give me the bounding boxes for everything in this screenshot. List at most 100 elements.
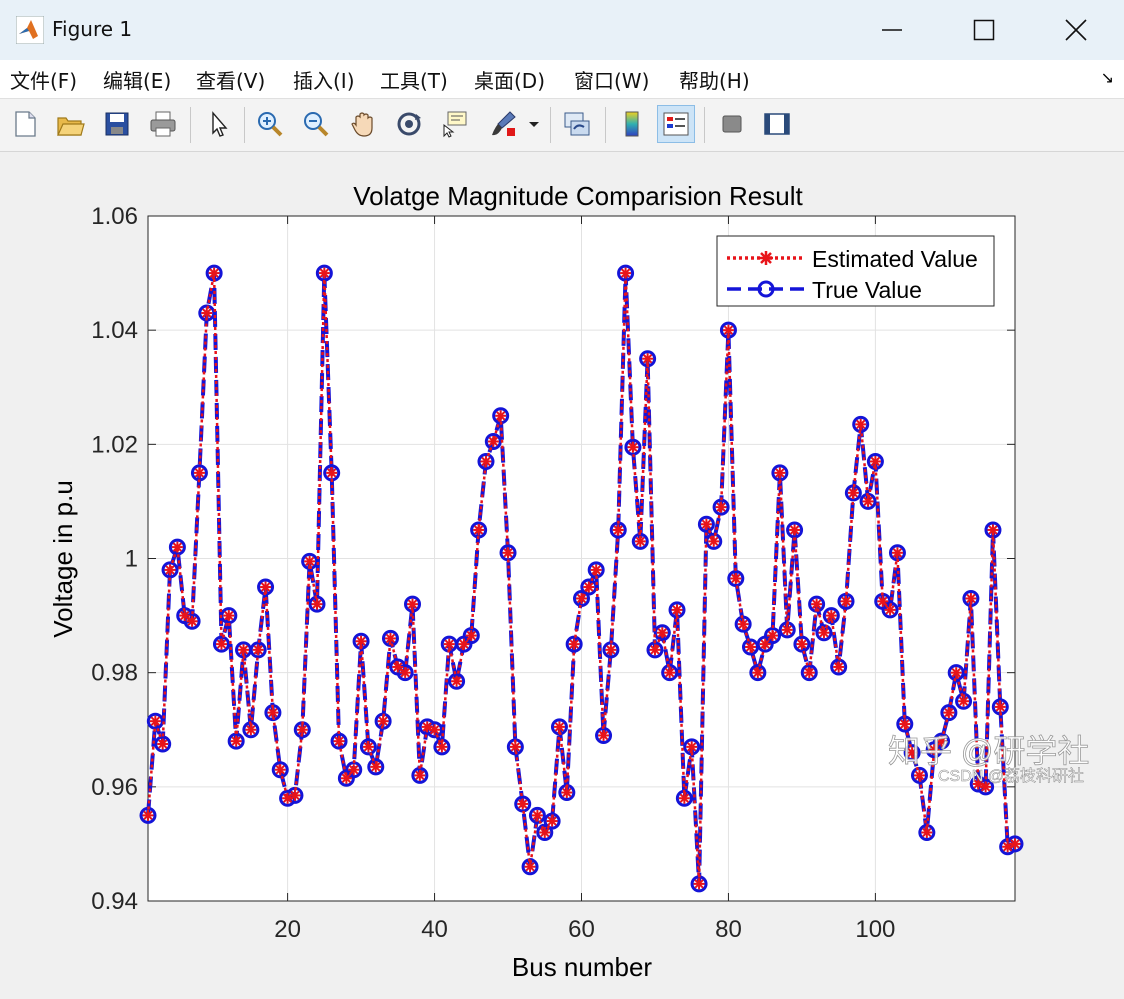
menu-window[interactable]: 窗口(W) xyxy=(574,69,650,93)
legend-true-label: True Value xyxy=(812,277,922,303)
estimated-value-point xyxy=(524,861,536,873)
estimated-value-point xyxy=(340,772,352,784)
estimated-value-point xyxy=(495,410,507,422)
estimated-value-point xyxy=(994,701,1006,713)
estimated-value-point xyxy=(186,615,198,627)
estimated-value-point xyxy=(260,581,272,593)
window-title: Figure 1 xyxy=(52,17,133,41)
zoom-in-icon[interactable] xyxy=(251,105,289,143)
legend[interactable]: Estimated Value True Value xyxy=(716,235,995,307)
chart-svg[interactable]: 0.94 0.96 0.98 1 1.02 1.04 1.06 20 40 60 80 100 Vo… xyxy=(0,152,1124,995)
menu-view[interactable]: 查看(V) xyxy=(196,69,266,93)
estimated-value-point xyxy=(326,467,338,479)
maximize-button[interactable] xyxy=(938,0,1030,60)
estimated-value-point xyxy=(686,741,698,753)
toolbar-separator xyxy=(190,107,191,143)
toolbar-separator xyxy=(244,107,245,143)
x-tick-label: 60 xyxy=(568,916,595,943)
estimated-value-point xyxy=(943,707,955,719)
true-value-point xyxy=(653,624,671,642)
estimated-value-point xyxy=(502,547,514,559)
estimated-value-point xyxy=(803,667,815,679)
data-cursor-icon[interactable] xyxy=(436,105,474,143)
estimated-value-point xyxy=(899,718,911,730)
x-axis-label: Bus number xyxy=(512,952,653,982)
true-value-point xyxy=(800,664,818,682)
estimated-value-point xyxy=(142,809,154,821)
legend-true-marker xyxy=(757,280,775,298)
y-tick-label: 1.06 xyxy=(91,203,138,230)
pointer-icon[interactable] xyxy=(199,105,237,143)
colorbar-icon[interactable] xyxy=(613,105,651,143)
minimize-button[interactable] xyxy=(846,0,938,60)
estimated-value-point xyxy=(752,667,764,679)
true-value-point xyxy=(367,758,385,776)
menu-help[interactable]: 帮助(H) xyxy=(679,69,750,93)
true-value-point xyxy=(271,761,289,779)
estimated-value-point xyxy=(620,267,632,279)
estimated-value-point xyxy=(215,638,227,650)
show-plot-tools-icon[interactable] xyxy=(758,105,796,143)
estimated-value-point xyxy=(818,627,830,639)
estimated-value-point xyxy=(296,724,308,736)
estimated-value-point xyxy=(884,604,896,616)
estimated-value-point xyxy=(531,809,543,821)
rotate-3d-icon[interactable] xyxy=(390,105,428,143)
estimated-value-point xyxy=(840,595,852,607)
estimated-value-point xyxy=(693,878,705,890)
true-value-point xyxy=(330,732,348,750)
menu-desktop[interactable]: 桌面(D) xyxy=(474,69,546,93)
estimated-value-point xyxy=(678,792,690,804)
true-value-point xyxy=(536,824,554,841)
estimated-value-point xyxy=(862,495,874,507)
menu-insert[interactable]: 插入(I) xyxy=(293,69,355,93)
estimated-value-point xyxy=(576,592,587,604)
estimated-value-point xyxy=(333,735,345,747)
estimated-value-point xyxy=(913,769,925,781)
link-plot-icon[interactable] xyxy=(558,105,596,143)
estimated-value-point xyxy=(392,661,404,673)
menu-edit[interactable]: 编辑(E) xyxy=(103,69,172,93)
estimated-value-point xyxy=(193,467,205,479)
estimated-value-point xyxy=(157,738,169,750)
series-estimated-value xyxy=(142,267,1021,890)
save-icon[interactable] xyxy=(98,105,136,143)
hide-plot-tools-icon[interactable] xyxy=(713,105,751,143)
print-icon[interactable] xyxy=(144,105,182,143)
menu-file[interactable]: 文件(F) xyxy=(10,69,78,93)
new-figure-icon[interactable] xyxy=(6,105,44,143)
estimated-value-point xyxy=(451,675,463,687)
estimated-value-point xyxy=(517,798,529,810)
true-value-point xyxy=(227,732,245,750)
menu-tools[interactable]: 工具(T) xyxy=(380,69,448,93)
y-tick-label: 1 xyxy=(125,546,138,573)
estimated-value-point xyxy=(656,627,668,639)
x-tick-label: 20 xyxy=(274,916,301,943)
legend-estimated-marker xyxy=(759,251,773,265)
watermark-sub: CSDN @荔枝科研社 xyxy=(938,767,1084,785)
estimated-value-point xyxy=(744,641,756,653)
dock-arrow-icon[interactable]: ↘ xyxy=(1100,68,1114,87)
estimated-value-point xyxy=(487,435,499,447)
true-value-point xyxy=(624,438,642,456)
x-axis: 20 40 60 80 100 xyxy=(274,216,895,943)
brush-dropdown-icon[interactable] xyxy=(524,105,544,143)
true-value-point xyxy=(477,452,495,470)
true-value-point xyxy=(396,664,414,682)
open-file-icon[interactable] xyxy=(51,105,89,143)
estimated-value-point xyxy=(759,638,771,650)
estimated-value-point xyxy=(833,661,845,673)
estimated-value-point xyxy=(936,735,948,747)
close-button[interactable] xyxy=(1030,0,1122,60)
true-value-point xyxy=(749,664,767,682)
estimated-value-point xyxy=(149,715,161,727)
legend-icon[interactable] xyxy=(657,105,695,143)
true-value-point xyxy=(514,795,532,813)
zoom-out-icon[interactable] xyxy=(297,105,335,143)
brush-icon[interactable] xyxy=(484,105,522,143)
legend-estimated-label: Estimated Value xyxy=(812,246,978,272)
pan-icon[interactable] xyxy=(344,105,382,143)
true-value-point xyxy=(580,578,598,596)
estimated-value-point xyxy=(509,741,521,753)
estimated-value-point xyxy=(377,715,389,727)
